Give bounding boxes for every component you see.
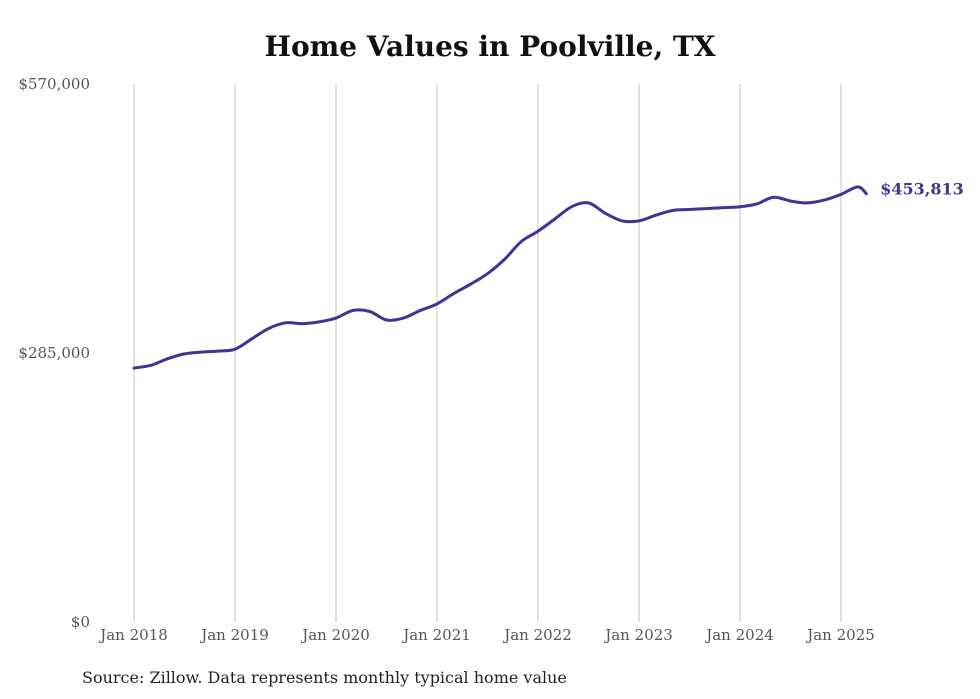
x-tick-label: Jan 2025: [805, 626, 875, 644]
chart-source-note: Source: Zillow. Data represents monthly …: [82, 668, 567, 687]
grid-lines: [133, 84, 842, 622]
x-tick-label: Jan 2018: [98, 626, 168, 644]
y-tick-label: $570,000: [18, 75, 90, 93]
x-tick-label: Jan 2021: [401, 626, 471, 644]
x-tick-label: Jan 2024: [704, 626, 774, 644]
series-line-home-value: [132, 185, 868, 370]
y-tick-label: $285,000: [18, 344, 90, 362]
y-axis-ticks: $0 $285,000 $570,000: [18, 75, 90, 631]
x-tick-label: Jan 2019: [199, 626, 269, 644]
y-tick-label: $0: [71, 613, 90, 631]
x-axis-ticks: Jan 2018 Jan 2019 Jan 2020 Jan 2021 Jan 2022…: [98, 626, 875, 644]
chart-title: Home Values in Poolville, TX: [264, 30, 716, 63]
x-tick-label: Jan 2020: [300, 626, 370, 644]
end-value-label: $453,813: [880, 180, 964, 199]
x-tick-label: Jan 2023: [603, 626, 673, 644]
x-tick-label: Jan 2022: [502, 626, 572, 644]
